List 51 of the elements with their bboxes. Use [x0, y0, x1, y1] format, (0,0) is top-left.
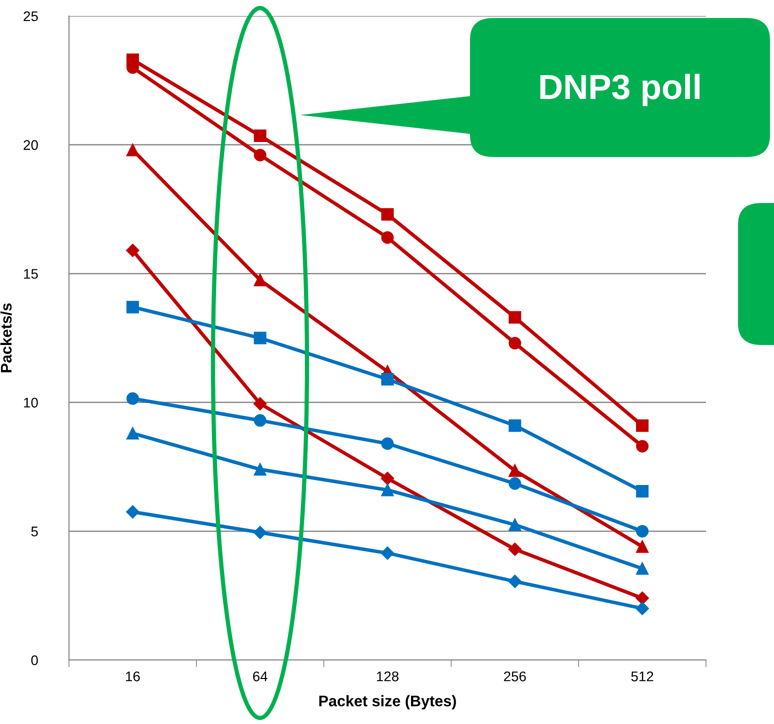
point — [381, 208, 394, 221]
point — [126, 427, 139, 440]
point — [508, 336, 522, 350]
point — [636, 540, 649, 553]
point — [381, 484, 394, 496]
point — [636, 602, 649, 616]
point — [254, 463, 266, 476]
point — [381, 372, 394, 386]
x-tick-label: 64 — [253, 671, 268, 682]
point — [126, 505, 140, 518]
point — [254, 274, 266, 286]
point — [508, 464, 522, 477]
point — [254, 148, 266, 162]
point — [254, 130, 266, 142]
y-tick-label: 20 — [24, 140, 38, 150]
point — [508, 574, 522, 588]
point — [636, 562, 649, 575]
point — [254, 526, 267, 540]
x-tick-label: 16 — [126, 671, 140, 682]
x-axis-title: Packet size (Bytes) — [319, 695, 456, 710]
point — [380, 472, 394, 485]
point — [126, 392, 139, 405]
point — [381, 437, 394, 450]
point — [126, 300, 139, 314]
point — [636, 440, 649, 452]
x-tick-label: 256 — [504, 671, 526, 682]
point — [254, 332, 266, 344]
annotation: DNP3 poll — [540, 74, 700, 106]
y-tick-label: 15 — [24, 269, 38, 279]
point — [636, 419, 649, 432]
point — [381, 231, 394, 244]
point — [380, 546, 394, 560]
point — [126, 244, 140, 258]
y-tick-label: 0 — [31, 655, 38, 666]
point — [254, 414, 266, 427]
point — [508, 477, 522, 490]
x-tick-label: 512 — [631, 671, 654, 682]
y-axis-title: Packets/s — [0, 303, 12, 372]
y-tick-label: 10 — [24, 398, 38, 408]
point — [254, 397, 267, 410]
point — [126, 144, 139, 156]
point — [508, 311, 522, 324]
point — [636, 524, 649, 538]
point — [508, 419, 522, 432]
point — [508, 518, 522, 532]
y-tick-label: 25 — [24, 11, 38, 22]
x-tick-label: 128 — [376, 671, 398, 682]
point — [636, 485, 649, 498]
point — [636, 592, 649, 605]
point — [508, 542, 522, 556]
y-tick-label: 5 — [31, 526, 38, 536]
